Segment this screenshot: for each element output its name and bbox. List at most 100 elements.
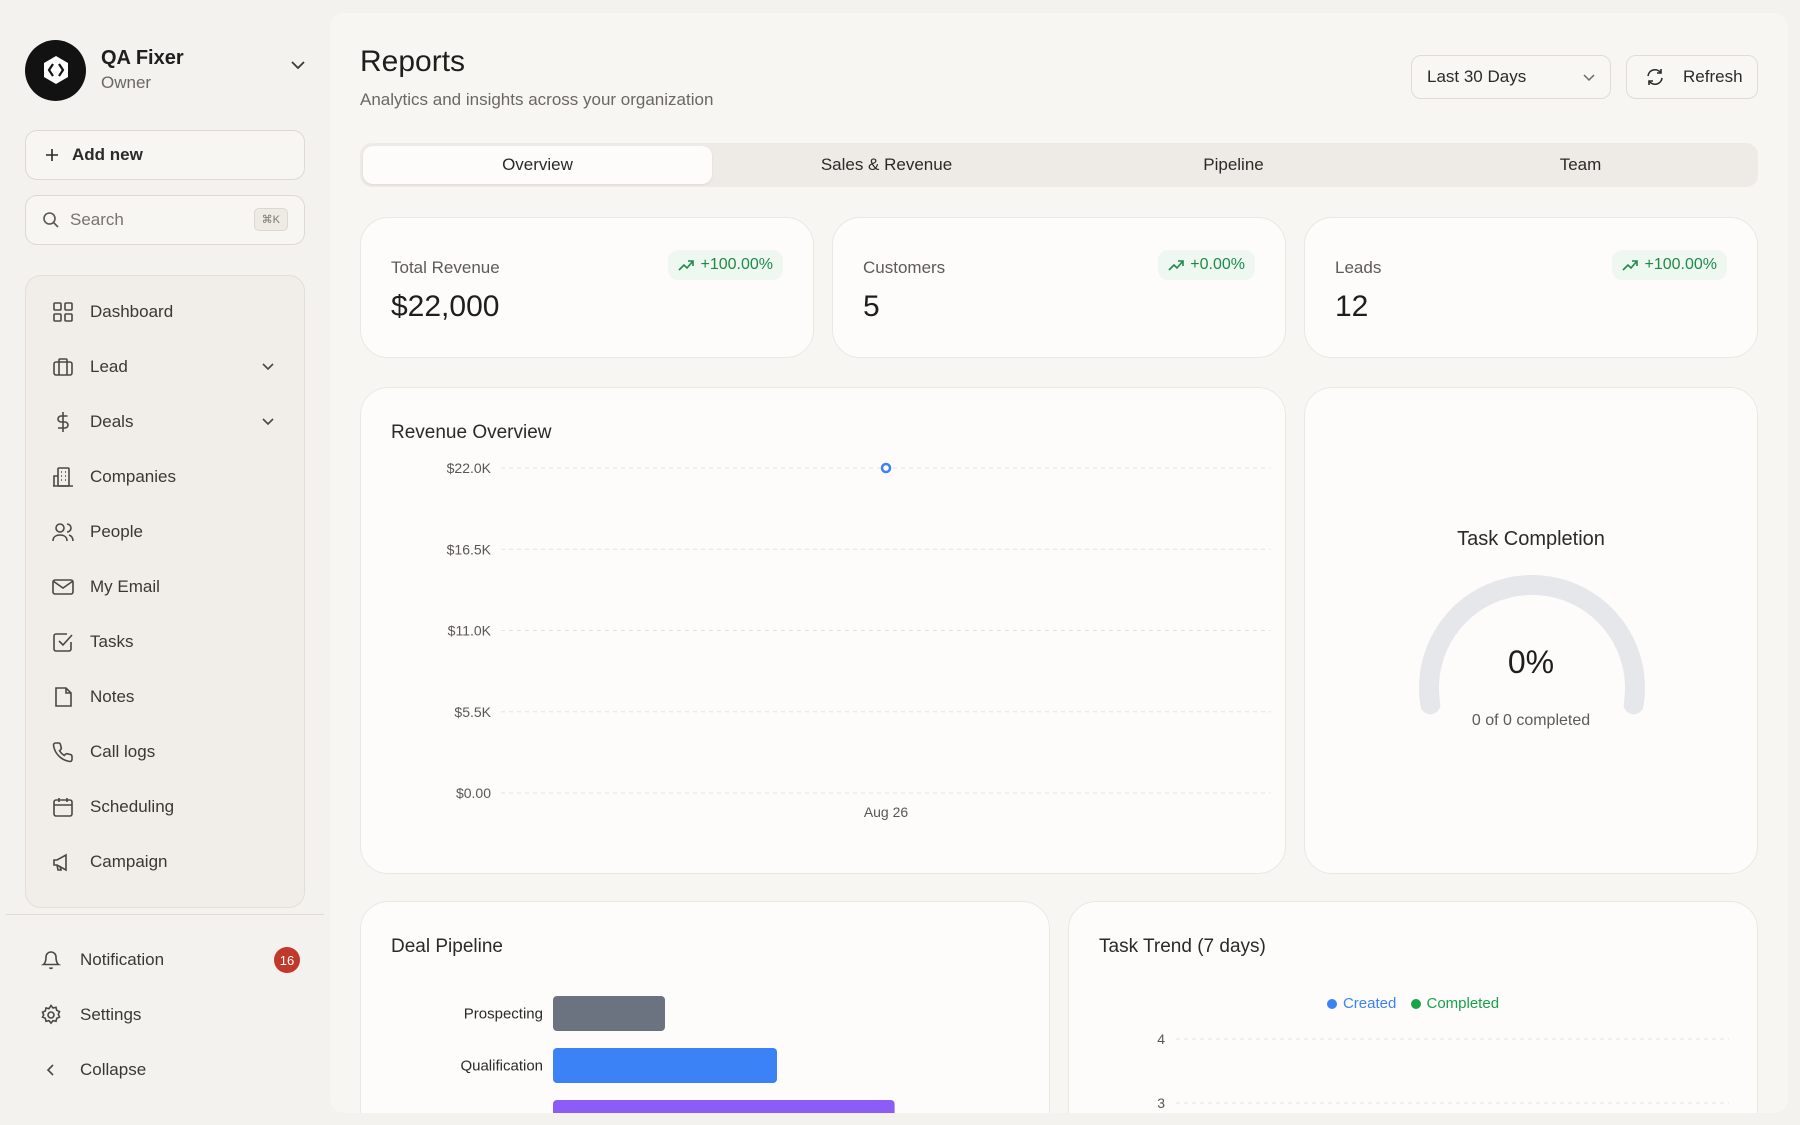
task-trend-card: Task Trend (7 days) Created Completed 4 3 [1068, 901, 1758, 1113]
notification-button[interactable]: Notification 16 [40, 940, 300, 980]
page-title: Reports [360, 45, 466, 78]
date-range-select[interactable]: Last 30 Days [1411, 55, 1611, 99]
kpi-delta: +100.00% [700, 256, 773, 273]
trending-up-icon [1622, 260, 1639, 271]
kpi-label: Customers [863, 258, 946, 277]
building-icon [51, 465, 75, 489]
revenue-chart: $0.00 $5.5K $11.0K $16.5K $22.0K Aug 26 [447, 460, 1271, 820]
bell-icon [40, 950, 62, 970]
x-tick-label: Aug 26 [864, 804, 909, 820]
account-switcher[interactable]: QA Fixer Owner [25, 38, 307, 102]
legend-label: Completed [1426, 995, 1500, 1012]
kpi-card-leads: Leads 12 +100.00% [1304, 217, 1758, 358]
tab-sales-revenue[interactable]: Sales & Revenue [820, 155, 953, 174]
y-tick-label: $22.0K [447, 460, 492, 476]
sidebar-item-tasks[interactable]: Tasks [26, 618, 304, 666]
note-icon [51, 685, 75, 709]
sidebar-item-label: Deals [90, 412, 134, 431]
notification-label: Notification [80, 950, 165, 969]
kpi-delta-badge: +0.00% [1158, 250, 1255, 280]
y-tick-label: 3 [1157, 1095, 1165, 1111]
y-tick-label: $11.0K [448, 623, 492, 639]
task-completion-card: Task Completion 0% 0 of 0 completed [1304, 387, 1758, 874]
sidebar-item-label: Dashboard [90, 302, 174, 321]
sidebar-item-campaign[interactable]: Campaign [26, 838, 304, 886]
chevron-left-icon [40, 1062, 62, 1078]
task-completion-summary: 0 of 0 completed [1471, 712, 1591, 729]
chart-legend: Created Completed [1069, 995, 1757, 1012]
briefcase-icon [51, 355, 75, 379]
legend-label: Created [1342, 995, 1397, 1012]
refresh-label: Refresh [1683, 67, 1743, 86]
card-title: Deal Pipeline [391, 936, 503, 957]
task-completion-gauge [1419, 575, 1645, 715]
kpi-value: 5 [863, 290, 880, 323]
chevron-down-icon[interactable] [289, 56, 307, 74]
page-subtitle: Analytics and insights across your organ… [360, 90, 714, 109]
sidebar-item-companies[interactable]: Companies [26, 453, 304, 501]
collapse-label: Collapse [80, 1060, 147, 1079]
chevron-down-icon [1583, 74, 1595, 82]
tab-overview[interactable]: Overview [363, 146, 712, 184]
revenue-overview-card: Revenue Overview $0.00 $5.5K $11.0K $16.5K $… [360, 387, 1286, 874]
bar-category-label: Prospecting [464, 1006, 543, 1023]
sidebar-item-my-email[interactable]: My Email [26, 563, 304, 611]
sidebar-item-label: Lead [90, 357, 128, 376]
kpi-delta: +100.00% [1644, 256, 1717, 273]
sidebar-item-label: Call logs [90, 742, 156, 761]
card-title: Revenue Overview [391, 422, 552, 443]
kpi-label: Total Revenue [391, 258, 500, 277]
refresh-button[interactable]: Refresh [1626, 55, 1758, 99]
bar [553, 1048, 777, 1083]
y-tick-label: 4 [1157, 1031, 1165, 1047]
legend-item-created: Created [1326, 995, 1397, 1012]
sidebar-item-people[interactable]: People [26, 508, 304, 556]
sidebar: QA Fixer Owner Add new Search ⌘K Dashboa… [0, 0, 330, 1125]
trending-up-icon [678, 260, 695, 271]
sidebar-item-label: Scheduling [90, 797, 175, 816]
bar [553, 1100, 895, 1113]
add-new-label: Add new [72, 145, 143, 164]
sidebar-item-scheduling[interactable]: Scheduling [26, 783, 304, 831]
sidebar-item-label: People [90, 522, 143, 541]
card-title: Task Trend (7 days) [1099, 936, 1266, 957]
phone-icon [51, 740, 75, 764]
dashboard-icon [51, 300, 75, 324]
collapse-button[interactable]: Collapse [40, 1050, 300, 1090]
search-icon [43, 212, 59, 228]
sidebar-item-lead[interactable]: Lead [26, 343, 304, 391]
tab-team[interactable]: Team [1559, 155, 1602, 174]
search-input[interactable]: Search ⌘K [25, 195, 305, 245]
task-completion-percent: 0% [1507, 644, 1555, 680]
plus-icon [46, 149, 58, 161]
nav-panel: Dashboard Lead Deals Companies People My… [25, 275, 305, 908]
sidebar-item-label: Companies [90, 467, 176, 486]
chevron-down-icon[interactable] [260, 359, 276, 375]
report-tabs: Overview Sales & Revenue Pipeline Team [360, 143, 1758, 187]
search-placeholder: Search [70, 210, 124, 229]
checkbox-icon [51, 630, 75, 654]
sidebar-item-label: My Email [90, 577, 160, 596]
kpi-delta-badge: +100.00% [1612, 250, 1727, 280]
add-new-button[interactable]: Add new [25, 130, 305, 180]
deal-pipeline-card: Deal Pipeline Prospecting Qualification [360, 901, 1050, 1113]
y-tick-label: $16.5K [447, 541, 492, 557]
mail-icon [51, 575, 75, 599]
card-title: Task Completion [1457, 528, 1605, 550]
sidebar-item-dashboard[interactable]: Dashboard [26, 288, 304, 336]
notification-count-badge: 16 [274, 947, 300, 973]
sidebar-item-call-logs[interactable]: Call logs [26, 728, 304, 776]
tab-pipeline[interactable]: Pipeline [1203, 155, 1264, 174]
sidebar-item-notes[interactable]: Notes [26, 673, 304, 721]
sidebar-item-label: Campaign [90, 852, 168, 871]
sidebar-item-deals[interactable]: Deals [26, 398, 304, 446]
settings-button[interactable]: Settings [40, 995, 300, 1035]
settings-label: Settings [80, 1005, 142, 1024]
kpi-delta: +0.00% [1190, 256, 1245, 273]
legend-item-completed: Completed [1410, 995, 1500, 1012]
account-name: QA Fixer [101, 47, 184, 69]
bar [553, 996, 665, 1031]
data-point [880, 462, 892, 474]
chevron-down-icon[interactable] [260, 414, 276, 430]
megaphone-icon [51, 850, 75, 874]
